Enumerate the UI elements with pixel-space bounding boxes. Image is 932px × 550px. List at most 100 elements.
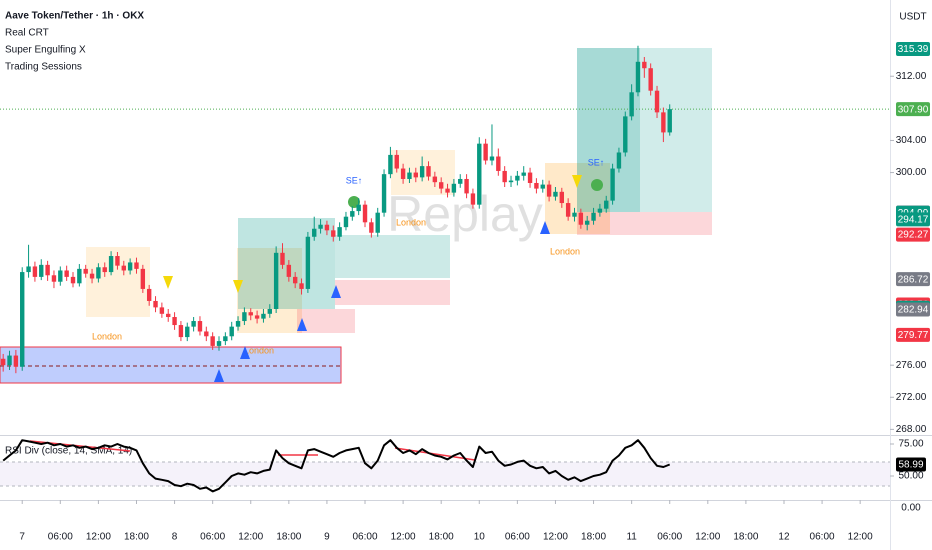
candle-body: [172, 317, 177, 326]
candle-body: [477, 143, 482, 205]
candle-body: [178, 325, 184, 338]
candle-body: [39, 264, 44, 277]
candle-body: [216, 341, 222, 346]
currency-label: USDT: [899, 12, 926, 23]
price-badge: [896, 227, 930, 242]
rsi-line: [2, 439, 671, 493]
candle-body: [108, 256, 114, 273]
se-label: SE↑: [346, 175, 363, 185]
price-badge-label: 282.94: [898, 305, 929, 316]
x-tick-label: 9: [324, 532, 330, 543]
candle-body: [197, 321, 203, 332]
y-tick-label: 75.00: [898, 439, 923, 450]
candle-body: [140, 268, 146, 289]
candle-body: [553, 191, 558, 197]
candle-body: [362, 204, 368, 223]
x-tick-label: 12: [778, 532, 790, 543]
candle-body: [134, 262, 139, 269]
candle-body: [394, 154, 399, 169]
x-tick-label: 18:00: [581, 532, 606, 543]
candle-body: [381, 174, 387, 213]
candle-body: [400, 168, 406, 179]
candle-body: [534, 182, 539, 189]
stop-zone: [297, 309, 355, 333]
price-badge: [896, 212, 930, 227]
candle-body: [83, 268, 88, 274]
down-triangle: [163, 276, 173, 289]
candle-body: [604, 200, 609, 209]
candle-body: [185, 326, 190, 338]
x-tick-label: 06:00: [810, 532, 835, 543]
candle-body: [312, 228, 317, 237]
x-tick-label: 06:00: [200, 532, 225, 543]
candle-body: [70, 276, 76, 284]
candle-body: [248, 312, 253, 316]
price-badge-label: 292.27: [898, 230, 929, 241]
rsi-title: RSI Div (close, 14, SMA, 14): [5, 446, 132, 457]
candle-body: [58, 270, 63, 282]
candle-body: [324, 224, 330, 231]
candle-body: [0, 358, 6, 366]
candle-body: [661, 112, 666, 133]
candle-body: [635, 61, 641, 93]
session-label: London: [244, 345, 274, 355]
candle-body: [432, 176, 438, 183]
watermark: Replay: [387, 186, 543, 242]
y-tick-label: 268.00: [896, 424, 927, 435]
up-triangle: [297, 318, 307, 331]
price-badge-label: 294.17: [898, 214, 929, 225]
candle-body: [127, 262, 133, 271]
price-badge: [896, 272, 930, 287]
candle-body: [7, 355, 12, 366]
candle-body: [464, 178, 469, 194]
target-zone: [335, 235, 450, 278]
candle-body: [540, 184, 545, 189]
candle-body: [223, 336, 228, 342]
candle-body: [350, 211, 355, 217]
candle-body: [121, 265, 126, 271]
candle-body: [597, 208, 603, 213]
candle-body: [64, 270, 69, 277]
price-badge: [896, 42, 930, 57]
candle-body: [337, 227, 342, 237]
x-tick-label: 8: [172, 532, 178, 543]
candle-body: [229, 326, 234, 337]
candle-body: [115, 256, 120, 266]
price-badge-label: 315.39: [898, 44, 929, 55]
candle-body: [292, 276, 298, 284]
session-label: London: [396, 217, 426, 227]
up-triangle: [240, 346, 250, 359]
chart-title: Aave Token/Tether · 1h · OKX: [5, 11, 144, 22]
candle-body: [629, 92, 634, 117]
candle-body: [642, 61, 647, 69]
x-tick-label: 12:00: [695, 532, 720, 543]
x-tick-label: 18:00: [733, 532, 758, 543]
x-tick-label: 06:00: [48, 532, 73, 543]
x-tick-label: 12:00: [848, 532, 873, 543]
candle-body: [318, 224, 323, 229]
candle-body: [369, 222, 374, 233]
rsi-bottom-label: 0.00: [901, 503, 921, 514]
candle-body: [413, 172, 418, 178]
candle-body: [451, 183, 457, 193]
candle-body: [572, 212, 577, 217]
candle-body: [623, 116, 628, 153]
candle-body: [616, 152, 622, 169]
candle-body: [438, 182, 444, 189]
target-zone: [238, 218, 335, 309]
candle-body: [610, 168, 615, 201]
indicator-name: Super Engulfing X: [5, 45, 86, 56]
candle-body: [419, 166, 425, 178]
candle-body: [242, 312, 247, 322]
x-tick-label: 12:00: [86, 532, 111, 543]
price-badge: [896, 302, 930, 317]
x-tick-label: 18:00: [276, 532, 301, 543]
se-label: SE↑: [588, 157, 605, 167]
up-triangle: [331, 285, 341, 298]
candle-body: [508, 180, 514, 183]
candle-body: [153, 300, 158, 308]
x-tick-label: 7: [19, 532, 25, 543]
candle-body: [299, 283, 304, 289]
candle-body: [356, 204, 361, 212]
candle-body: [502, 170, 507, 183]
